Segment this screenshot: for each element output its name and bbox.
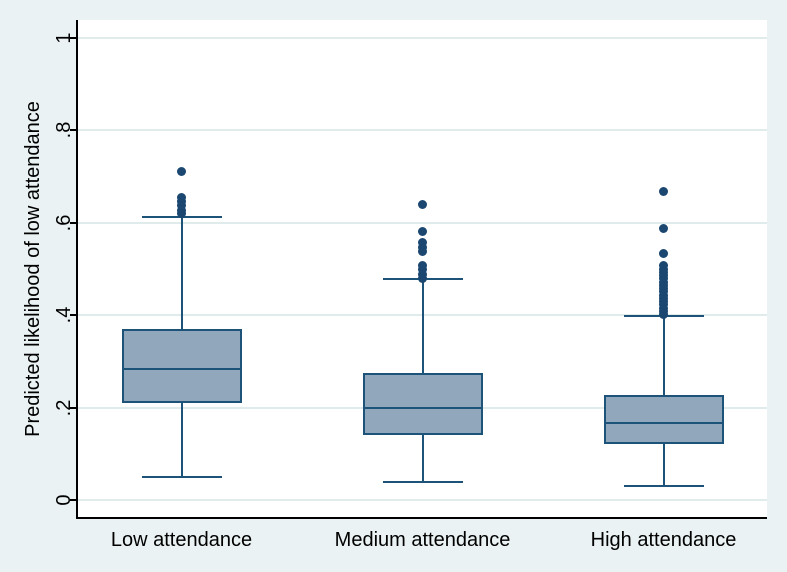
x-category-label: High attendance bbox=[590, 529, 737, 551]
whisker-upper-stem bbox=[421, 279, 424, 374]
outlier-dot bbox=[418, 237, 427, 247]
whisker-upper-stem bbox=[180, 216, 183, 330]
y-tick-mark bbox=[70, 129, 77, 131]
whisker-lower-stem bbox=[180, 403, 183, 477]
whisker-cap-lower bbox=[623, 484, 704, 487]
outlier-dot bbox=[177, 166, 186, 176]
outlier-dot bbox=[418, 199, 427, 209]
outlier-dot bbox=[659, 224, 668, 233]
outlier-dot bbox=[418, 227, 427, 237]
y-tick-label: .6 bbox=[53, 214, 75, 231]
whisker-cap-lower bbox=[141, 475, 222, 478]
outlier-dot bbox=[418, 242, 427, 252]
gridline bbox=[78, 36, 767, 39]
y-tick-label: .8 bbox=[53, 121, 75, 139]
outlier-dot bbox=[418, 269, 427, 279]
whisker-lower-stem bbox=[662, 444, 665, 486]
y-tick-label: .4 bbox=[53, 306, 75, 324]
outlier-dot bbox=[659, 261, 668, 271]
x-category-label: Low attendance bbox=[110, 529, 253, 551]
x-axis-line bbox=[76, 517, 767, 519]
median-line bbox=[362, 406, 483, 409]
outlier-dot bbox=[659, 186, 668, 196]
y-tick-mark bbox=[70, 499, 77, 501]
outlier-dot bbox=[659, 248, 668, 258]
box bbox=[121, 329, 242, 404]
box bbox=[603, 395, 724, 445]
gridline bbox=[78, 129, 767, 131]
box bbox=[362, 373, 483, 435]
median-line bbox=[603, 422, 724, 425]
outlier-dot bbox=[418, 261, 427, 270]
outlier-dot bbox=[177, 193, 186, 203]
y-tick-mark bbox=[70, 314, 77, 316]
whisker-cap-lower bbox=[382, 480, 463, 483]
y-tick-label: .2 bbox=[53, 399, 75, 416]
y-tick-label: 1 bbox=[53, 31, 75, 44]
whisker-upper-stem bbox=[662, 315, 665, 395]
gridline bbox=[78, 499, 767, 501]
y-axis-title: Predicted likelihood of low attendance bbox=[22, 101, 44, 437]
y-tick-mark bbox=[70, 406, 77, 409]
median-line bbox=[121, 368, 242, 371]
y-axis-line bbox=[76, 20, 78, 518]
y-tick-mark bbox=[70, 36, 77, 39]
gridline bbox=[78, 221, 767, 224]
y-tick-mark bbox=[70, 221, 77, 224]
whisker-lower-stem bbox=[421, 434, 424, 482]
y-tick-label: 0 bbox=[53, 494, 75, 506]
outlier-dot bbox=[418, 247, 427, 257]
x-category-label: Medium attendance bbox=[334, 529, 511, 551]
